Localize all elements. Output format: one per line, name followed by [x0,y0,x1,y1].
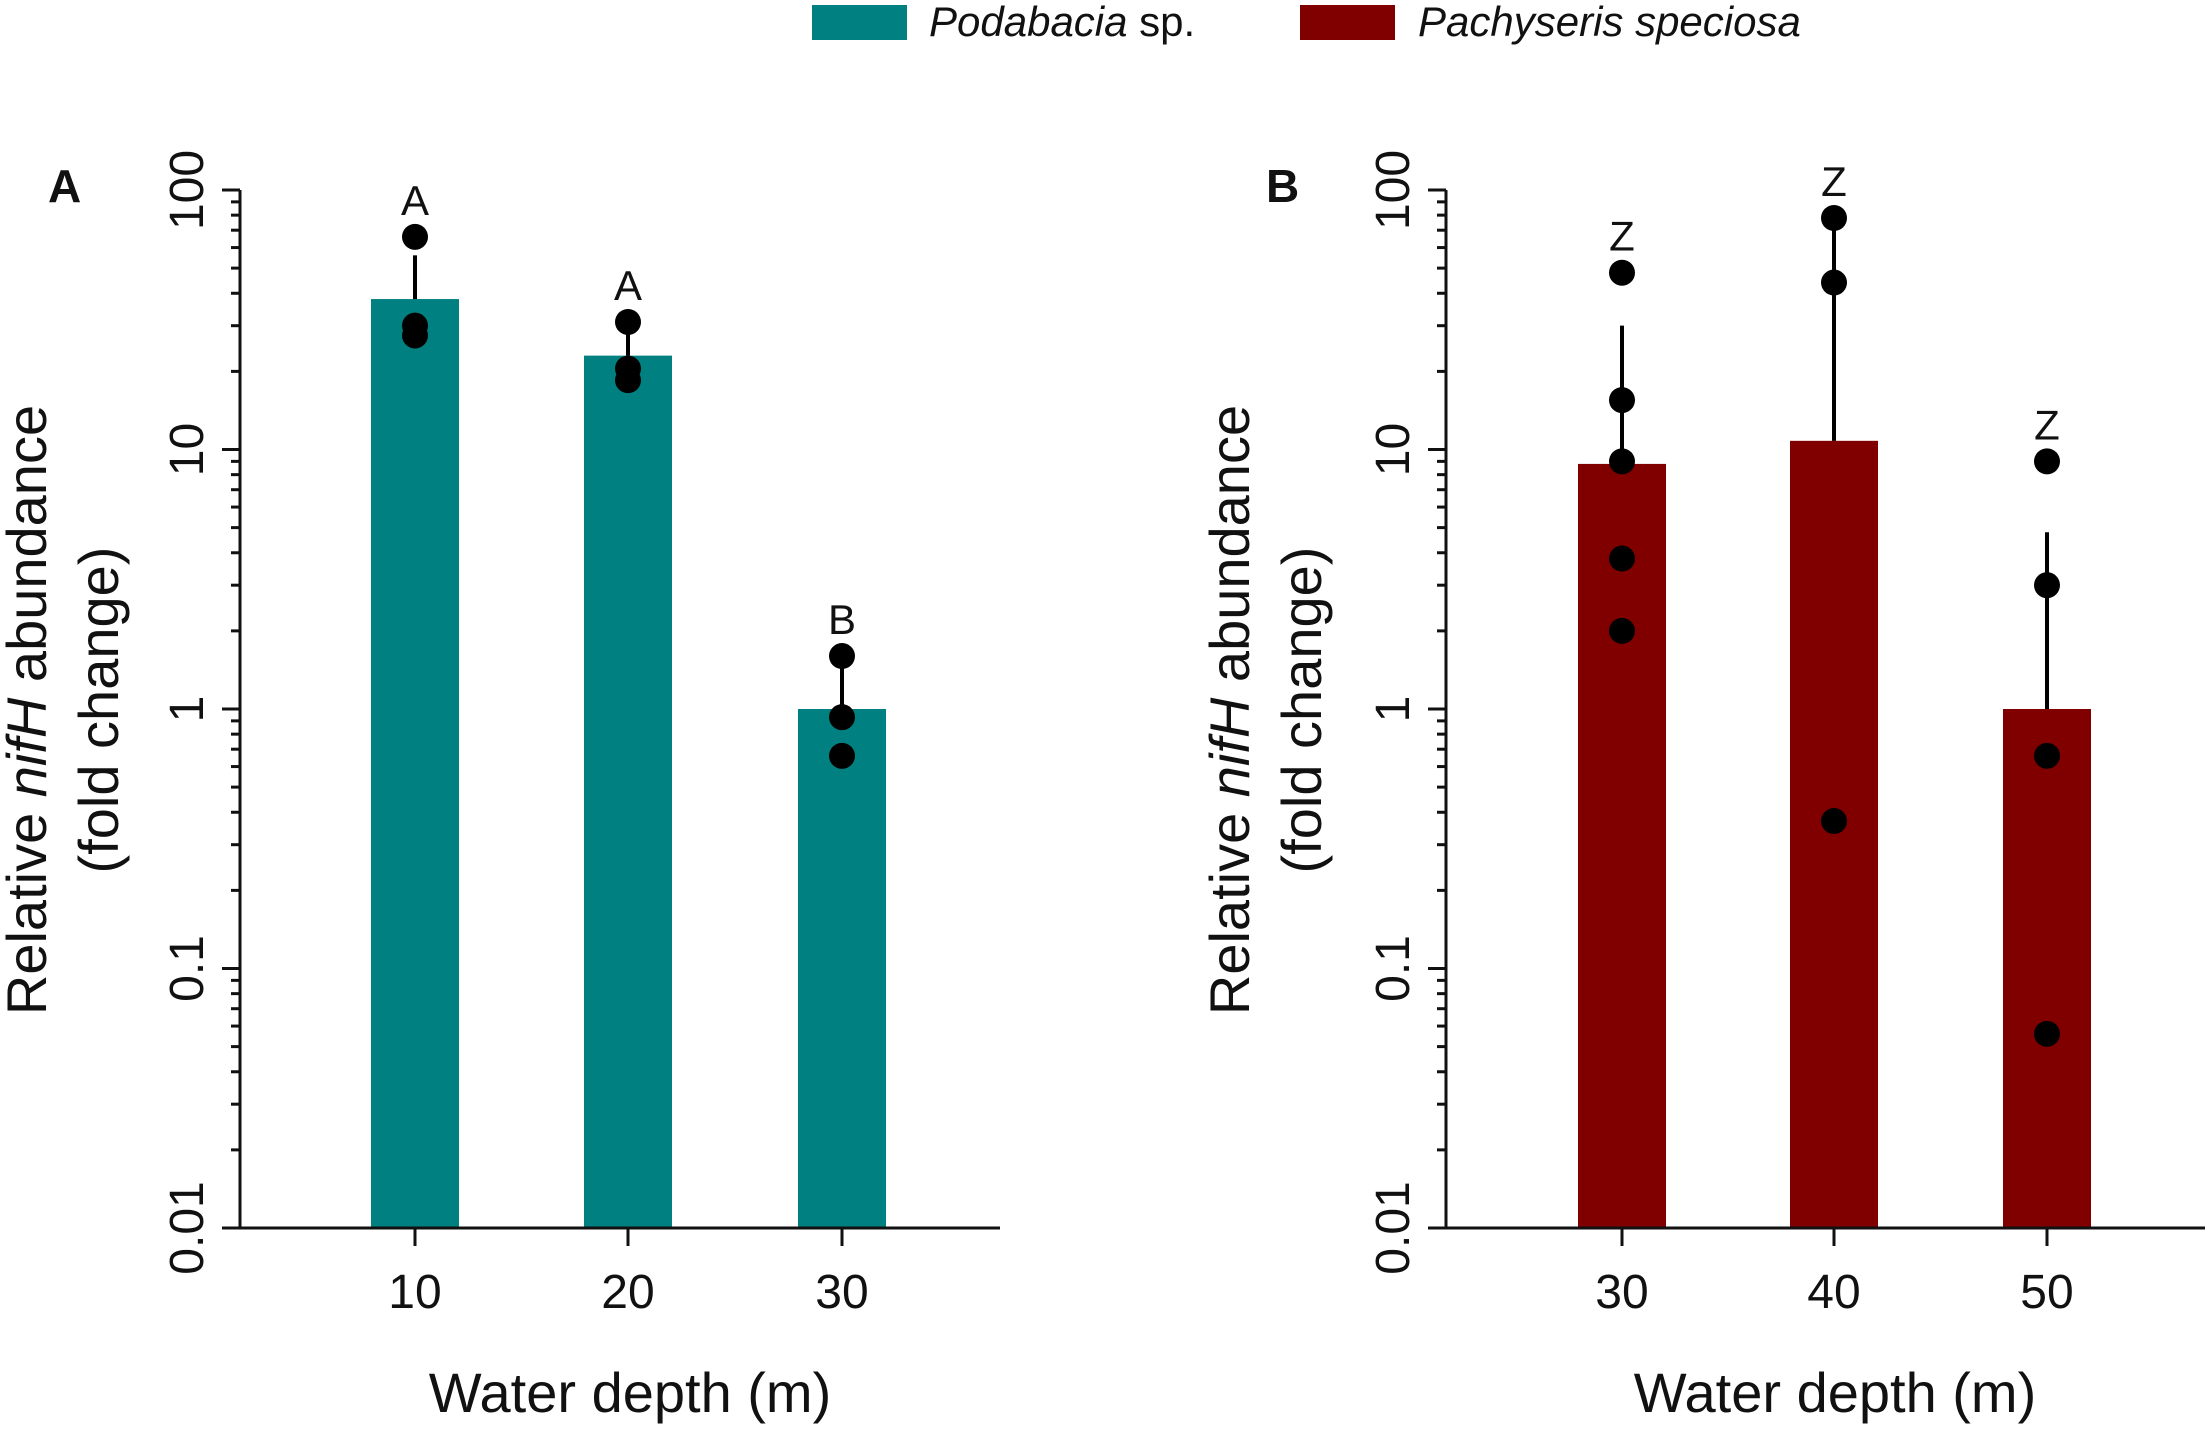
legend-swatch-pachyseris [1300,5,1395,40]
x-tick-label-b-40: 40 [1807,1266,1860,1319]
significance-letter-a-10: A [401,177,429,224]
data-point-b-40-2 [1821,269,1847,296]
bar-a-10 [371,299,459,1228]
data-point-a-30-3 [829,742,855,769]
data-point-b-30-1 [1609,259,1635,286]
y-axis-title-b: Relative nifH abundance [1198,405,1261,1015]
y-tick-label-a-0.1: 0.1 [161,935,214,1002]
x-tick-label-b-30: 30 [1595,1266,1648,1319]
y-tick-label-a-0.01: 0.01 [161,1181,214,1274]
x-tick-label-a-30: 30 [815,1266,868,1319]
bar-b-30 [1578,463,1666,1228]
x-axis-title-b: Water depth (m) [1634,1361,2036,1424]
x-tick-label-a-10: 10 [388,1266,441,1319]
data-point-a-10-1 [402,223,428,250]
data-point-b-50-1 [2034,448,2060,475]
y-tick-label-a-1: 1 [161,696,214,723]
y-tick-label-b-0.1: 0.1 [1367,935,1420,1002]
y-tick-label-b-1: 1 [1367,696,1420,723]
legend-swatch-podabacia [812,5,907,40]
data-point-b-50-2 [2034,572,2060,599]
legend-label-podabacia: Podabacia sp. [929,0,1195,45]
panel-b: B Relative nifH abundance (fold change) … [1198,150,2205,1424]
bar-a-30 [798,709,886,1228]
data-point-a-10-3 [402,322,428,349]
bar-b-40 [1790,440,1878,1228]
y-axis-title-line2-a: (fold change) [67,547,130,874]
data-point-b-40-3 [1821,808,1847,835]
significance-letter-b-40: Z [1821,158,1847,205]
panel-letter-a: A [48,160,81,212]
y-tick-label-b-100: 100 [1367,150,1420,230]
significance-letter-b-50: Z [2034,401,2060,448]
data-point-b-30-2 [1609,387,1635,414]
data-point-a-20-3 [615,367,641,394]
y-tick-label-a-100: 100 [161,150,214,230]
x-axis-title-a: Water depth (m) [429,1361,831,1424]
data-point-b-40-1 [1821,205,1847,232]
y-tick-label-b-0.01: 0.01 [1367,1181,1420,1274]
y-tick-label-b-10: 10 [1367,423,1420,476]
panel-letter-b: B [1266,160,1299,212]
significance-letter-b-30: Z [1609,213,1635,260]
data-point-b-50-4 [2034,1020,2060,1047]
significance-letter-a-20: A [614,262,642,309]
x-tick-label-a-20: 20 [601,1266,654,1319]
x-tick-label-b-50: 50 [2020,1266,2073,1319]
data-point-b-30-3 [1609,448,1635,475]
y-tick-label-a-10: 10 [161,423,214,476]
bar-a-20 [584,355,672,1229]
data-point-a-20-1 [615,308,641,335]
significance-letter-a-30: B [828,596,856,643]
legend: Podabacia sp. Pachyseris speciosa [812,0,1801,45]
data-point-a-30-2 [829,704,855,731]
bar-b-50 [2003,709,2091,1228]
y-axis-title-line2-b: (fold change) [1270,547,1333,874]
panel-a: A Relative nifH abundance (fold change) … [0,150,1000,1424]
data-point-b-30-4 [1609,545,1635,572]
data-point-a-30-1 [829,643,855,670]
data-point-b-50-3 [2034,742,2060,769]
y-axis-title-a: Relative nifH abundance [0,405,58,1015]
legend-label-pachyseris: Pachyseris speciosa [1418,0,1801,45]
data-point-b-30-5 [1609,617,1635,644]
